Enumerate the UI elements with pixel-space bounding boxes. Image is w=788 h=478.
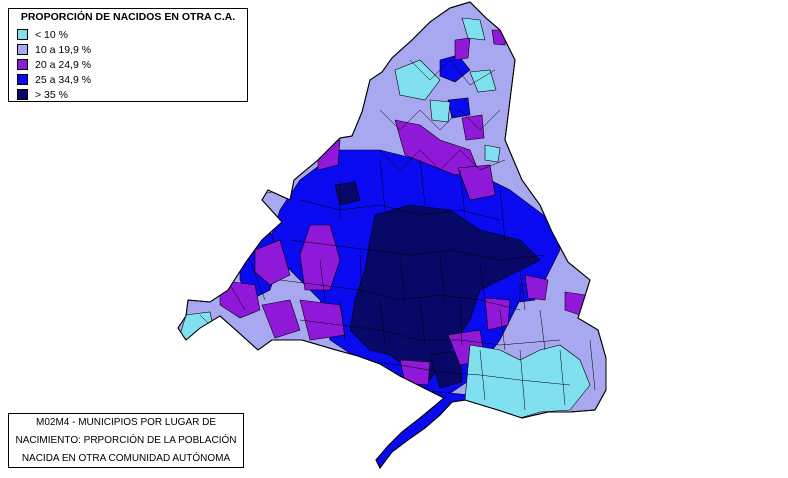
legend-title: PROPORCIÓN DE NACIDOS EN OTRA C.A. — [20, 11, 236, 23]
zone-20-24 — [457, 164, 496, 201]
caption-line: NACIDA EN OTRA COMUNIDAD AUTÓNOMA — [21, 453, 231, 464]
zone-20-24 — [219, 279, 261, 319]
zone-over-35 — [349, 204, 541, 381]
zone-20-24 — [484, 297, 511, 331]
caption-line: NACIMIENTO: PRPORCIÓN DE LA POBLACIÓN — [15, 435, 237, 446]
zone-over-35 — [334, 181, 361, 206]
zone-under-10 — [484, 144, 501, 163]
region-outline — [177, 1, 607, 469]
zone-under-10 — [464, 344, 591, 419]
legend-item: 20 a 24,9 % — [17, 58, 91, 71]
zone-over-35 — [429, 349, 463, 389]
legend-item: > 35 % — [17, 88, 68, 101]
map-caption: M02M4 - MUNICIPIOS POR LUGAR DE NACIMIEN… — [8, 413, 244, 468]
legend-swatch — [17, 44, 28, 55]
map-legend: PROPORCIÓN DE NACIDOS EN OTRA C.A. < 10 … — [8, 8, 248, 102]
zone-20-24 — [261, 299, 301, 339]
legend-label: > 35 % — [35, 88, 68, 101]
legend-swatch — [17, 29, 28, 40]
legend-label: 20 a 24,9 % — [35, 58, 92, 71]
zone-under-10 — [429, 99, 451, 123]
legend-item: 10 a 19,9 % — [17, 43, 91, 56]
legend-item: 25 a 34,9 % — [17, 73, 91, 86]
zone-20-24 — [399, 359, 431, 386]
zone-under-10 — [469, 69, 497, 93]
legend-label: < 10 % — [35, 28, 68, 41]
legend-swatch — [17, 74, 28, 85]
zone-20-24 — [299, 299, 346, 341]
legend-item: < 10 % — [17, 28, 68, 41]
zone-20-24 — [524, 274, 549, 301]
legend-label: 10 a 19,9 % — [35, 43, 92, 56]
legend-swatch — [17, 89, 28, 100]
zone-20-24 — [461, 114, 485, 141]
zone-20-24 — [454, 37, 471, 61]
zone-under-10 — [394, 59, 441, 101]
legend-swatch — [17, 59, 28, 70]
caption-line: M02M4 - MUNICIPIOS POR LUGAR DE — [35, 417, 217, 428]
zone-20-24 — [317, 139, 341, 171]
legend-label: 25 a 34,9 % — [35, 73, 92, 86]
zone-under-10 — [461, 17, 486, 41]
zone-25-34 — [447, 97, 471, 119]
zone-20-24 — [299, 224, 341, 291]
zone-under-10 — [259, 181, 273, 195]
